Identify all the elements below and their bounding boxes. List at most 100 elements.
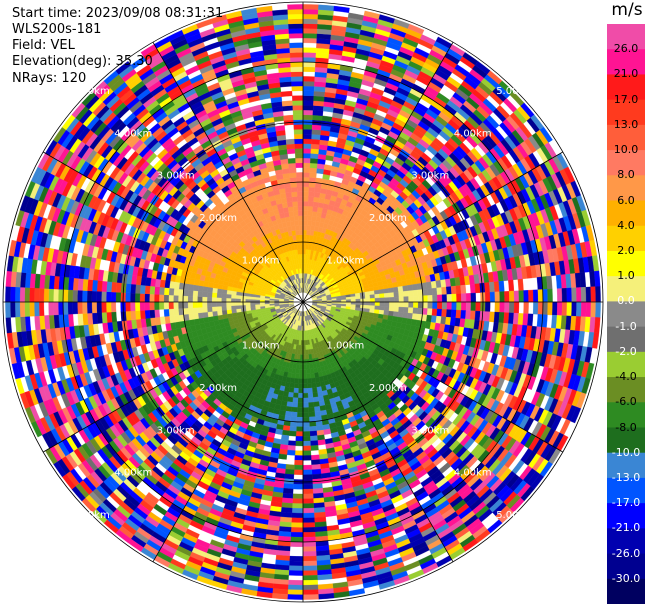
range-gate (441, 286, 447, 295)
range-gate (576, 287, 582, 303)
range-gate (398, 301, 404, 308)
range-gate (487, 519, 503, 534)
range-gate (499, 301, 505, 313)
range-gate (294, 373, 300, 379)
range-gate (474, 310, 481, 321)
range-gate (287, 589, 304, 595)
range-gate (561, 288, 568, 303)
range-gate (383, 306, 390, 312)
range-gate (350, 296, 356, 300)
range-gate (407, 290, 414, 297)
range-gate (364, 294, 371, 299)
range-gate (313, 196, 320, 203)
range-gate (513, 301, 520, 314)
range-gate (417, 301, 424, 309)
range-gate (299, 354, 304, 360)
range-gate (302, 81, 315, 87)
range-gate (306, 368, 311, 375)
range-gate (312, 492, 324, 499)
range-gate (313, 497, 325, 504)
range-gate (474, 283, 481, 294)
range-gate (311, 382, 317, 389)
range-gate (503, 98, 518, 113)
range-gate (402, 285, 409, 292)
range-gate (456, 293, 462, 303)
range-gate (302, 167, 311, 173)
range-gate (374, 293, 380, 299)
range-gate (542, 289, 548, 303)
range-gate (436, 308, 443, 317)
range-gate (302, 570, 318, 576)
range-gate (302, 181, 310, 188)
range-gate (302, 483, 313, 490)
range-gate (378, 289, 385, 295)
range-gate (306, 363, 311, 370)
range-gate (302, 493, 314, 499)
range-gate (579, 272, 586, 288)
range-gate (523, 290, 529, 303)
range-gate (369, 305, 376, 310)
range-gate (302, 522, 315, 528)
range-gate (590, 286, 596, 303)
range-gate (413, 301, 419, 309)
range-gate (355, 301, 361, 306)
range-gate (305, 344, 309, 351)
range-gate (451, 301, 457, 311)
range-gate (312, 105, 324, 112)
range-gate (285, 406, 293, 412)
range-gate (302, 373, 308, 379)
range-gate (302, 503, 314, 509)
range-gate (537, 289, 544, 303)
range-gate (307, 397, 314, 403)
range-gate (392, 286, 399, 293)
range-gate (302, 488, 314, 495)
range-gate (302, 244, 307, 250)
range-gate (307, 382, 313, 389)
range-gate (355, 298, 361, 303)
range-gate (333, 5, 350, 13)
range-gate (307, 210, 313, 217)
range-gate (302, 541, 316, 547)
range-gate (302, 469, 313, 475)
range-gate (311, 138, 321, 145)
range-gate (313, 100, 325, 107)
range-gate (287, 584, 304, 591)
range-gate (307, 392, 314, 399)
range-gate (294, 464, 304, 471)
range-gate (302, 440, 311, 447)
range-gate (302, 388, 308, 394)
range-gate (295, 440, 304, 447)
range-gate (310, 143, 320, 150)
range-gate (310, 377, 316, 384)
range-gate (450, 285, 457, 295)
range-gate (365, 298, 371, 303)
range-gate (302, 109, 314, 116)
range-gate (388, 310, 394, 317)
range-gate (404, 560, 421, 572)
range-gate (417, 295, 424, 303)
range-gate (518, 290, 524, 303)
range-gate (432, 294, 438, 303)
range-gate (460, 258, 468, 269)
range-gate (309, 435, 318, 442)
range-gate (302, 100, 314, 106)
range-gate (291, 512, 304, 519)
range-gate (307, 205, 314, 212)
range-gate (542, 301, 548, 315)
range-gate (304, 340, 308, 346)
range-gate (311, 473, 322, 480)
range-gate (446, 294, 452, 303)
range-gate (302, 143, 312, 149)
range-gate (287, 594, 304, 600)
range-gate (296, 412, 304, 418)
range-gate (576, 301, 582, 317)
range-gate (379, 297, 385, 303)
range-gate (489, 352, 498, 365)
range-gate (397, 311, 404, 318)
range-gate (571, 287, 577, 303)
range-gate (285, 464, 295, 470)
range-gate (498, 312, 505, 324)
range-gate (302, 157, 311, 164)
range-gate (309, 162, 318, 169)
range-gate (312, 114, 323, 121)
